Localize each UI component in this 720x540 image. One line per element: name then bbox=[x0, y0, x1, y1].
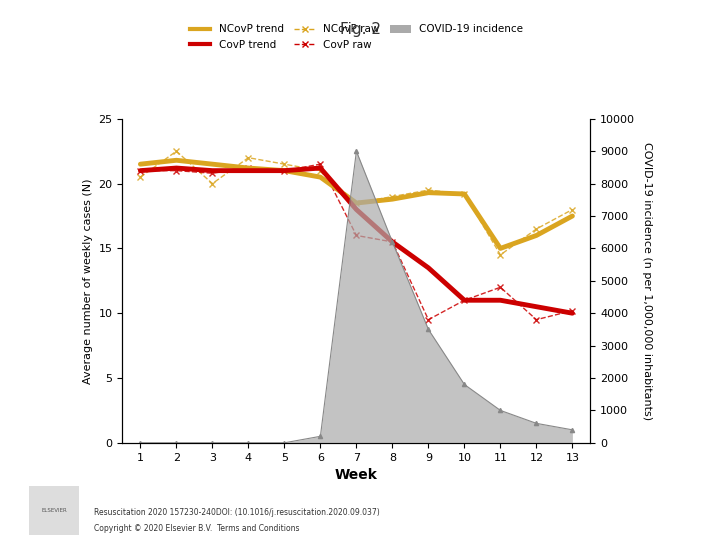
Text: ELSEVIER: ELSEVIER bbox=[41, 508, 67, 513]
Y-axis label: COVID-19 incidence (n per 1,000,000 inhabitants): COVID-19 incidence (n per 1,000,000 inha… bbox=[642, 141, 652, 420]
Text: Fig. 2: Fig. 2 bbox=[340, 22, 380, 37]
Text: Resuscitation 2020 157230-240DOI: (10.1016/j.resuscitation.2020.09.037): Resuscitation 2020 157230-240DOI: (10.10… bbox=[94, 508, 379, 517]
X-axis label: Week: Week bbox=[335, 468, 378, 482]
Y-axis label: Average number of weekly cases (N): Average number of weekly cases (N) bbox=[83, 178, 93, 383]
Legend: NCovP trend, CovP trend, NCovP raw, CovP raw, COVID-19 incidence: NCovP trend, CovP trend, NCovP raw, CovP… bbox=[185, 21, 528, 54]
Text: Copyright © 2020 Elsevier B.V.  Terms and Conditions: Copyright © 2020 Elsevier B.V. Terms and… bbox=[94, 524, 299, 533]
